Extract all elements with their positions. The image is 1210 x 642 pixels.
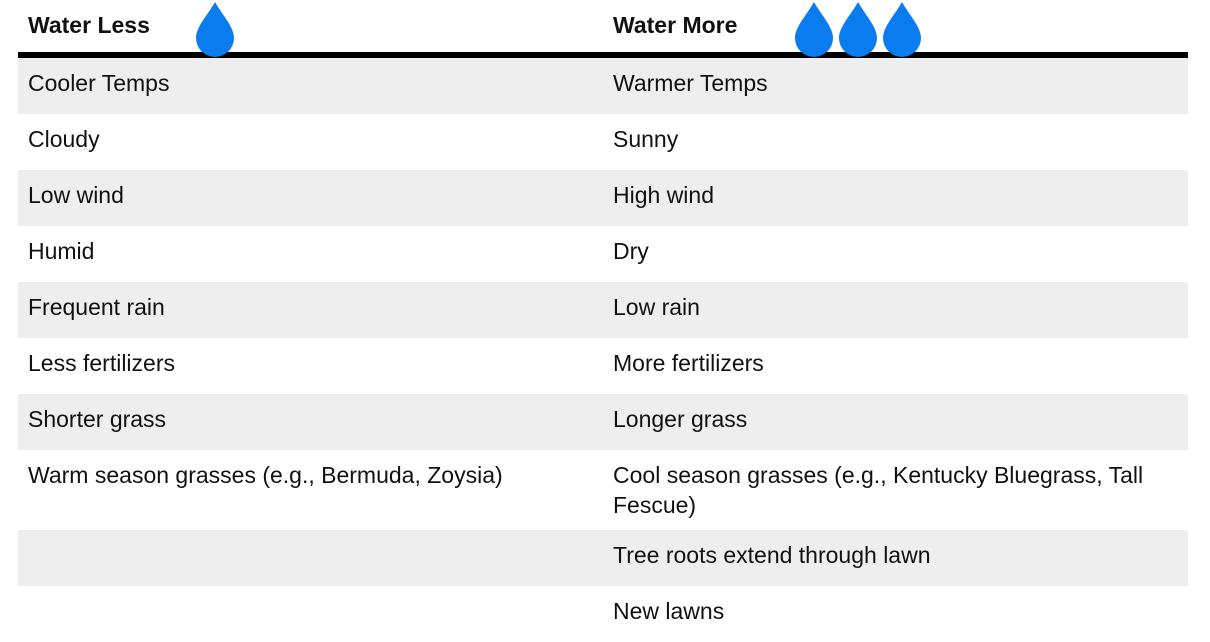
table-row: Less fertilizers More fertilizers: [18, 338, 1188, 394]
table-row: Warm season grasses (e.g., Bermuda, Zoys…: [18, 450, 1188, 530]
water-less-cell: Cloudy: [28, 126, 100, 152]
water-less-drops: [193, 0, 237, 58]
table-row: Low wind High wind: [18, 170, 1188, 226]
water-less-cell: [18, 586, 603, 642]
water-more-cell: Tree roots extend through lawn: [613, 542, 931, 568]
water-less-heading: Water Less: [28, 12, 150, 38]
water-more-drops: [792, 0, 924, 58]
water-less-cell: Frequent rain: [28, 294, 165, 320]
water-less-cell: [18, 530, 603, 586]
table-row: Frequent rain Low rain: [18, 282, 1188, 338]
water-less-cell: Shorter grass: [28, 406, 167, 432]
table-header: Water Less Water More: [18, 0, 1188, 58]
water-drop-icon: [795, 2, 833, 57]
table-row: Humid Dry: [18, 226, 1188, 282]
water-comparison-table: Water Less Water More Cooler Temps Warme…: [18, 0, 1188, 642]
water-more-cell: New lawns: [613, 598, 725, 624]
water-drop-icon: [883, 2, 921, 57]
water-more-cell: High wind: [613, 182, 714, 208]
water-more-cell: Dry: [613, 238, 649, 264]
table-row: Cooler Temps Warmer Temps: [18, 58, 1188, 114]
water-more-heading: Water More: [613, 12, 738, 38]
table-row: Tree roots extend through lawn: [18, 530, 1188, 586]
water-drop-icon: [839, 2, 877, 57]
water-more-cell: Low rain: [613, 294, 700, 320]
water-less-cell: Humid: [28, 238, 95, 264]
table-row: Shorter grass Longer grass: [18, 394, 1188, 450]
table-row: Cloudy Sunny: [18, 114, 1188, 170]
water-less-cell: Cooler Temps: [28, 70, 170, 96]
water-more-cell: Sunny: [613, 126, 679, 152]
water-less-cell: Low wind: [28, 182, 124, 208]
water-more-cell: Cool season grasses (e.g., Kentucky Blue…: [613, 462, 1144, 518]
water-less-cell: Warm season grasses (e.g., Bermuda, Zoys…: [28, 462, 503, 488]
water-drop-icon: [196, 2, 234, 57]
water-more-cell: More fertilizers: [613, 350, 764, 376]
table-row: New lawns: [18, 586, 1188, 642]
water-less-cell: Less fertilizers: [28, 350, 175, 376]
water-more-cell: Warmer Temps: [613, 70, 768, 96]
water-more-cell: Longer grass: [613, 406, 748, 432]
